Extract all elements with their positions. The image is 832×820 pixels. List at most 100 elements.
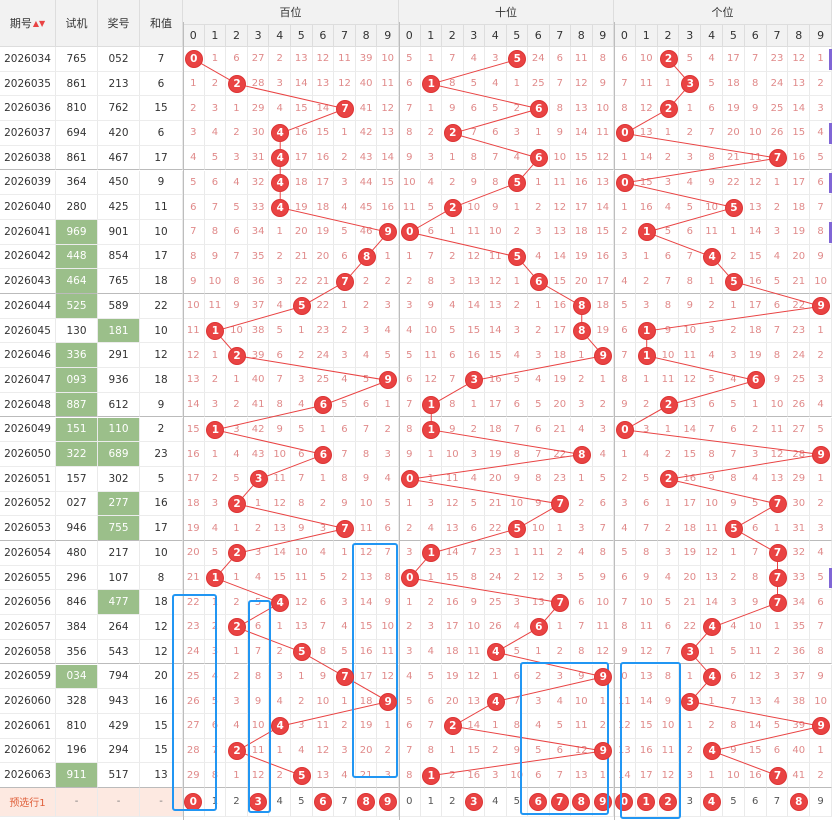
- miss-count-cell: 7: [442, 47, 464, 72]
- prediction-digit-cell[interactable]: 4: [485, 788, 507, 817]
- prediction-digit-cell[interactable]: 0: [614, 788, 636, 817]
- prediction-digit-cell[interactable]: 9: [377, 788, 399, 817]
- miss-count-cell: 1: [701, 269, 723, 294]
- miss-count-cell: 1: [226, 96, 248, 122]
- prediction-digit-cell[interactable]: 4: [269, 788, 291, 817]
- miss-count-cell: 17: [291, 145, 313, 171]
- miss-count-cell: 11: [657, 368, 680, 393]
- prediction-digit-cell[interactable]: 3: [463, 788, 485, 817]
- prediction-digit-cell[interactable]: 7: [549, 788, 571, 817]
- prediction-ball[interactable]: 4: [702, 792, 721, 811]
- miss-count-cell: 15: [312, 121, 335, 146]
- miss-count-cell: 8: [592, 541, 614, 566]
- drawn-digit-ball: 7: [336, 667, 354, 686]
- prediction-ball[interactable]: 0: [615, 792, 634, 811]
- miss-count-cell: 2: [528, 195, 550, 220]
- prediction-digit-cell[interactable]: 6: [744, 788, 767, 817]
- prize-number-cell: 294: [98, 738, 140, 764]
- sum-cell: 6: [140, 71, 183, 97]
- prediction-digit-cell[interactable]: 2: [442, 788, 464, 817]
- miss-count-cell: 1: [226, 516, 248, 541]
- prediction-ball[interactable]: 6: [313, 792, 332, 811]
- prediction-digit-cell[interactable]: 4: [701, 788, 723, 817]
- prediction-digit-cell[interactable]: 3: [679, 788, 702, 817]
- prediction-ball[interactable]: 3: [464, 792, 483, 811]
- header-digit-u-2: 2: [657, 25, 680, 47]
- miss-count-cell: 3: [614, 244, 636, 270]
- miss-count-cell: 10: [204, 269, 227, 294]
- miss-count-cell: 6: [420, 689, 442, 714]
- test-number-cell: 969: [56, 219, 98, 245]
- miss-count-cell: 4: [269, 294, 291, 319]
- prediction-digit-cell[interactable]: 1: [635, 788, 658, 817]
- prediction-ball[interactable]: 1: [637, 792, 656, 811]
- prediction-digit-cell[interactable]: 1: [204, 788, 227, 817]
- selection-box: [620, 662, 681, 819]
- prediction-digit-cell[interactable]: 0: [399, 788, 421, 817]
- miss-count-cell: 1: [744, 392, 767, 418]
- miss-count-cell: 7: [485, 145, 507, 171]
- miss-count-cell: 16: [549, 294, 571, 319]
- drawn-digit-ball: 9: [379, 371, 398, 390]
- header-issue[interactable]: 期号 ▲▼: [0, 0, 56, 47]
- sum-cell: 17: [140, 516, 183, 541]
- prediction-digit-cell[interactable]: 5: [723, 788, 745, 817]
- miss-count-cell: 7: [766, 318, 789, 344]
- prediction-digit-cell[interactable]: 6: [312, 788, 335, 817]
- prediction-ball[interactable]: 7: [550, 792, 569, 811]
- prediction-ball[interactable]: 2: [658, 792, 677, 811]
- miss-count-cell: 13: [312, 763, 335, 788]
- prediction-digit-cell[interactable]: 7: [334, 788, 356, 817]
- miss-count-cell: 1: [614, 195, 636, 220]
- miss-count-cell: 2: [226, 121, 248, 146]
- miss-count-cell: 17: [549, 318, 571, 344]
- prediction-digit-cell[interactable]: 8: [571, 788, 593, 817]
- miss-count-cell: 26: [183, 689, 205, 714]
- miss-count-cell: 12: [679, 368, 702, 393]
- sum-cell: 13: [140, 763, 183, 788]
- prediction-digit-cell[interactable]: 8: [355, 788, 378, 817]
- prize-number-cell: 943: [98, 689, 140, 714]
- miss-count-cell: 7: [312, 615, 335, 640]
- miss-count-cell: 2: [485, 738, 507, 764]
- miss-count-cell: 1: [377, 244, 399, 270]
- prediction-ball[interactable]: 8: [572, 792, 591, 811]
- miss-count-cell: 5: [723, 639, 745, 665]
- miss-count-cell: 9: [442, 96, 464, 122]
- prediction-digit-cell[interactable]: 5: [291, 788, 313, 817]
- miss-count-cell: 15: [355, 615, 378, 640]
- miss-count-cell: 1: [291, 664, 313, 690]
- prediction-digit-cell[interactable]: 8: [788, 788, 811, 817]
- prediction-ball[interactable]: 9: [378, 792, 397, 811]
- prediction-digit-cell[interactable]: 7: [766, 788, 789, 817]
- prediction-digit-cell[interactable]: 6: [528, 788, 550, 817]
- prediction-digit-cell[interactable]: 2: [226, 788, 248, 817]
- prediction-digit-cell[interactable]: 5: [506, 788, 528, 817]
- issue-cell: 2026055: [0, 565, 56, 591]
- miss-count-cell: 13: [442, 516, 464, 541]
- prediction-digit-cell[interactable]: 1: [420, 788, 442, 817]
- miss-count-cell: 4: [528, 244, 550, 270]
- prediction-digit-cell[interactable]: 2: [657, 788, 680, 817]
- miss-count-cell: 7: [291, 466, 313, 492]
- prediction-ball[interactable]: 6: [529, 792, 548, 811]
- miss-count-cell: 4: [506, 145, 528, 171]
- sort-icon[interactable]: ▲▼: [32, 18, 46, 28]
- miss-count-cell: 7: [701, 417, 723, 443]
- prediction-ball[interactable]: 8: [357, 792, 376, 811]
- miss-count-cell: 20: [788, 244, 811, 270]
- drawn-digit-ball: 7: [768, 149, 787, 168]
- miss-count-cell: 21: [788, 269, 811, 294]
- miss-count-cell: 25: [312, 368, 335, 393]
- miss-count-cell: 25: [528, 71, 550, 97]
- miss-count-cell: 12: [312, 738, 335, 764]
- miss-count-cell: 3: [766, 664, 789, 690]
- drawn-digit-ball: 7: [336, 519, 354, 538]
- miss-count-cell: 17: [635, 763, 658, 788]
- prediction-digit-cell[interactable]: 9: [810, 788, 832, 817]
- miss-count-cell: 10: [549, 145, 571, 171]
- prediction-ball[interactable]: 8: [789, 792, 808, 811]
- miss-count-cell: 5: [528, 392, 550, 418]
- miss-count-cell: 14: [463, 294, 485, 319]
- miss-count-cell: 19: [485, 442, 507, 467]
